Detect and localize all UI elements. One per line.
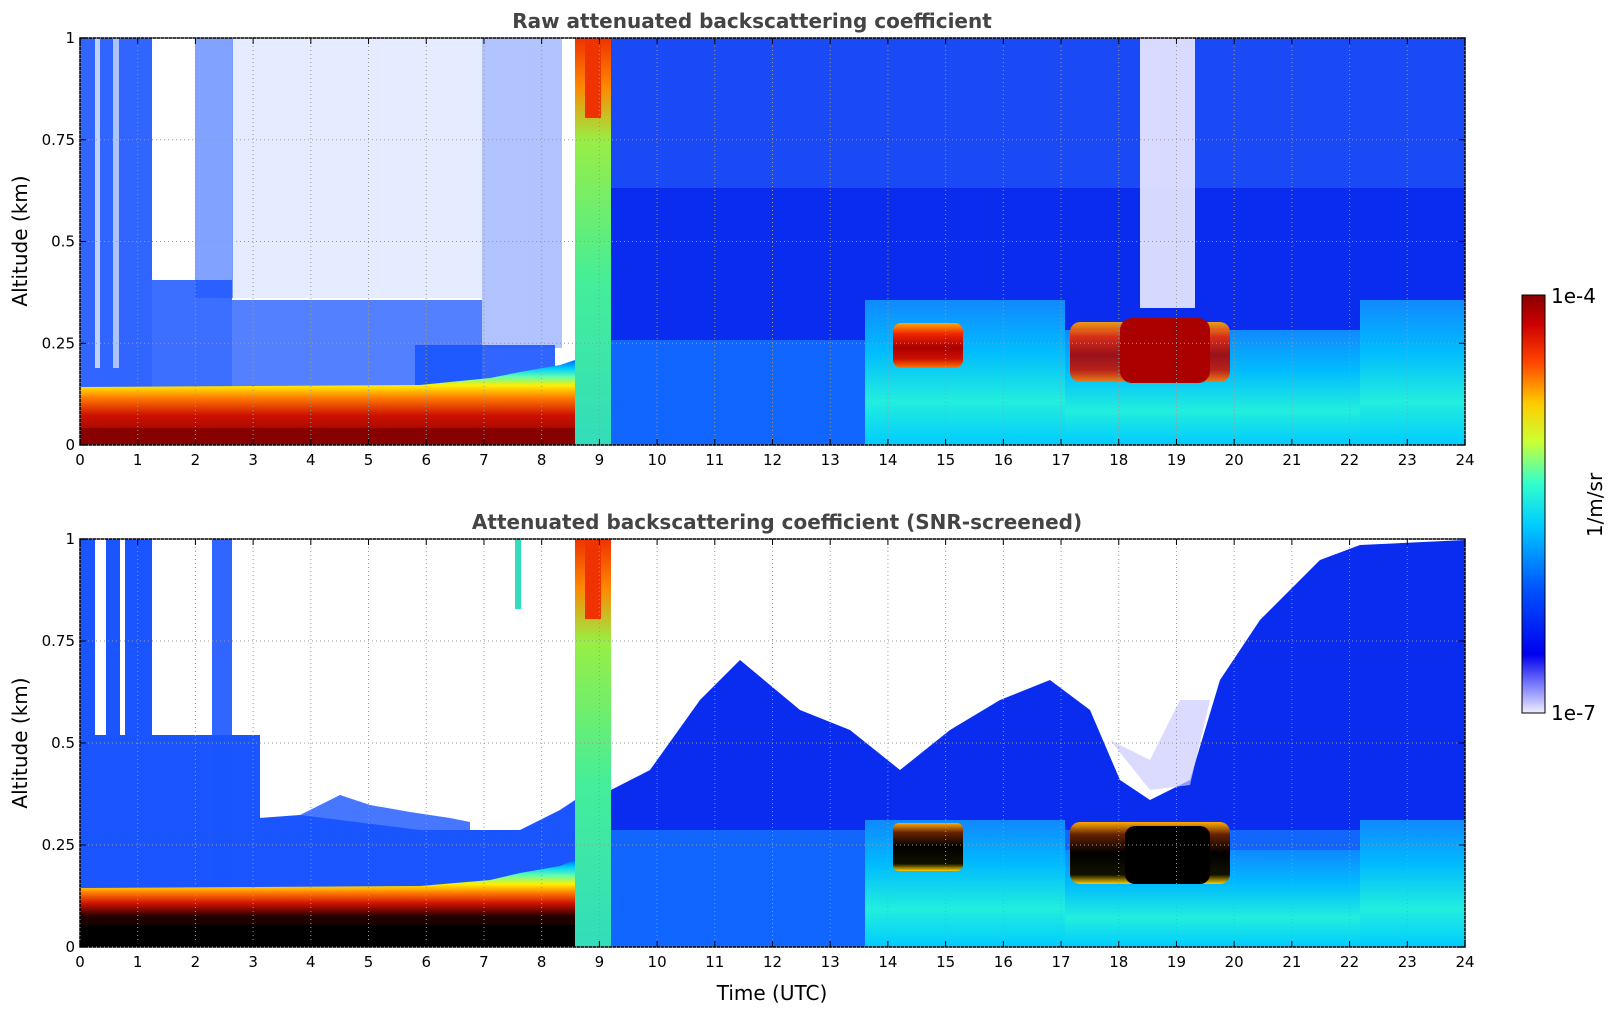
colorbar-label: 1/m/sr bbox=[1583, 472, 1607, 537]
x-tick-label: 21 bbox=[1282, 953, 1301, 971]
x-tick-label: 14 bbox=[878, 451, 897, 469]
x-tick-label: 23 bbox=[1398, 451, 1417, 469]
snr-screened-panel: Attenuated backscattering coefficient (S… bbox=[8, 510, 1475, 1005]
x-tick-label: 17 bbox=[1051, 451, 1070, 469]
x-tick-label: 10 bbox=[648, 953, 667, 971]
x-tick-label: 8 bbox=[537, 451, 547, 469]
x-tick-label: 12 bbox=[763, 451, 782, 469]
x-tick-label: 4 bbox=[306, 953, 316, 971]
x-tick-label: 16 bbox=[994, 451, 1013, 469]
x-tick-label: 20 bbox=[1225, 953, 1244, 971]
x-tick-label: 21 bbox=[1282, 451, 1301, 469]
colorbar-gradient bbox=[1521, 294, 1546, 714]
x-axis-label: Time (UTC) bbox=[716, 981, 828, 1005]
x-tick-label: 14 bbox=[878, 953, 897, 971]
y-tick-label: 0 bbox=[65, 938, 75, 956]
x-tick-label: 9 bbox=[595, 953, 605, 971]
raw-backscatter-panel: Raw attenuated backscattering coefficien… bbox=[8, 9, 1475, 469]
x-tick-label: 18 bbox=[1109, 953, 1128, 971]
x-tick-label: 9 bbox=[595, 451, 605, 469]
y-tick-label: 1 bbox=[65, 29, 75, 47]
x-tick-label: 5 bbox=[364, 451, 374, 469]
x-tick-label: 10 bbox=[648, 451, 667, 469]
y-axis-label: Altitude (km) bbox=[8, 677, 32, 808]
x-tick-label: 7 bbox=[479, 953, 489, 971]
x-tick-label: 15 bbox=[936, 953, 955, 971]
y-tick-label: 0.25 bbox=[42, 334, 75, 352]
x-tick-label: 8 bbox=[537, 953, 547, 971]
heatmap-field bbox=[80, 38, 1465, 445]
x-tick-label: 1 bbox=[133, 953, 143, 971]
y-tick-label: 0.75 bbox=[42, 131, 75, 149]
x-tick-label: 6 bbox=[421, 451, 431, 469]
y-tick-label: 0.5 bbox=[51, 233, 75, 251]
x-tick-label: 15 bbox=[936, 451, 955, 469]
x-tick-label: 23 bbox=[1398, 953, 1417, 971]
x-tick-label: 2 bbox=[191, 451, 201, 469]
x-tick-label: 24 bbox=[1455, 451, 1474, 469]
colorbar-max-label: 1e-4 bbox=[1551, 284, 1596, 308]
x-tick-label: 1 bbox=[133, 451, 143, 469]
x-tick-label: 7 bbox=[479, 451, 489, 469]
x-tick-label: 24 bbox=[1455, 953, 1474, 971]
x-tick-label: 13 bbox=[821, 953, 840, 971]
x-tick-label: 0 bbox=[75, 451, 85, 469]
x-tick-label: 6 bbox=[421, 953, 431, 971]
x-tick-label: 19 bbox=[1167, 953, 1186, 971]
x-tick-label: 19 bbox=[1167, 451, 1186, 469]
y-tick-label: 0.25 bbox=[42, 836, 75, 854]
x-tick-label: 0 bbox=[75, 953, 85, 971]
x-tick-label: 17 bbox=[1051, 953, 1070, 971]
y-tick-label: 1 bbox=[65, 530, 75, 548]
x-tick-label: 16 bbox=[994, 953, 1013, 971]
x-tick-label: 18 bbox=[1109, 451, 1128, 469]
y-axis: 0 0.25 0.5 0.75 1 bbox=[42, 530, 1465, 956]
x-tick-label: 3 bbox=[248, 451, 258, 469]
y-tick-label: 0.75 bbox=[42, 632, 75, 650]
x-tick-label: 2 bbox=[191, 953, 201, 971]
colorbar-min-label: 1e-7 bbox=[1551, 701, 1596, 725]
panel-title: Raw attenuated backscattering coefficien… bbox=[512, 9, 992, 33]
x-axis: 0 1 2 3 4 5 6 7 8 9 10 11 12 13 14 15 16 17 18 19 20 21 22 23 24 bbox=[75, 539, 1475, 971]
x-tick-label: 5 bbox=[364, 953, 374, 971]
y-axis: 0 0.25 0.5 0.75 1 bbox=[42, 29, 1465, 454]
y-tick-label: 0 bbox=[65, 436, 75, 454]
panel-title: Attenuated backscattering coefficient (S… bbox=[472, 510, 1082, 534]
x-tick-label: 22 bbox=[1340, 451, 1359, 469]
x-tick-label: 13 bbox=[821, 451, 840, 469]
y-tick-label: 0.5 bbox=[51, 734, 75, 752]
x-tick-label: 22 bbox=[1340, 953, 1359, 971]
x-axis: 0 1 2 3 4 5 6 7 8 9 10 11 12 13 14 15 16 17 18 19 20 21 22 23 24 bbox=[75, 38, 1475, 469]
y-axis-label: Altitude (km) bbox=[8, 175, 32, 306]
x-tick-label: 20 bbox=[1225, 451, 1244, 469]
x-tick-label: 11 bbox=[705, 451, 724, 469]
x-tick-label: 11 bbox=[705, 953, 724, 971]
x-tick-label: 4 bbox=[306, 451, 316, 469]
x-tick-label: 12 bbox=[763, 953, 782, 971]
colorbar: 1e-4 1e-7 1/m/sr bbox=[1521, 284, 1607, 725]
x-tick-label: 3 bbox=[248, 953, 258, 971]
